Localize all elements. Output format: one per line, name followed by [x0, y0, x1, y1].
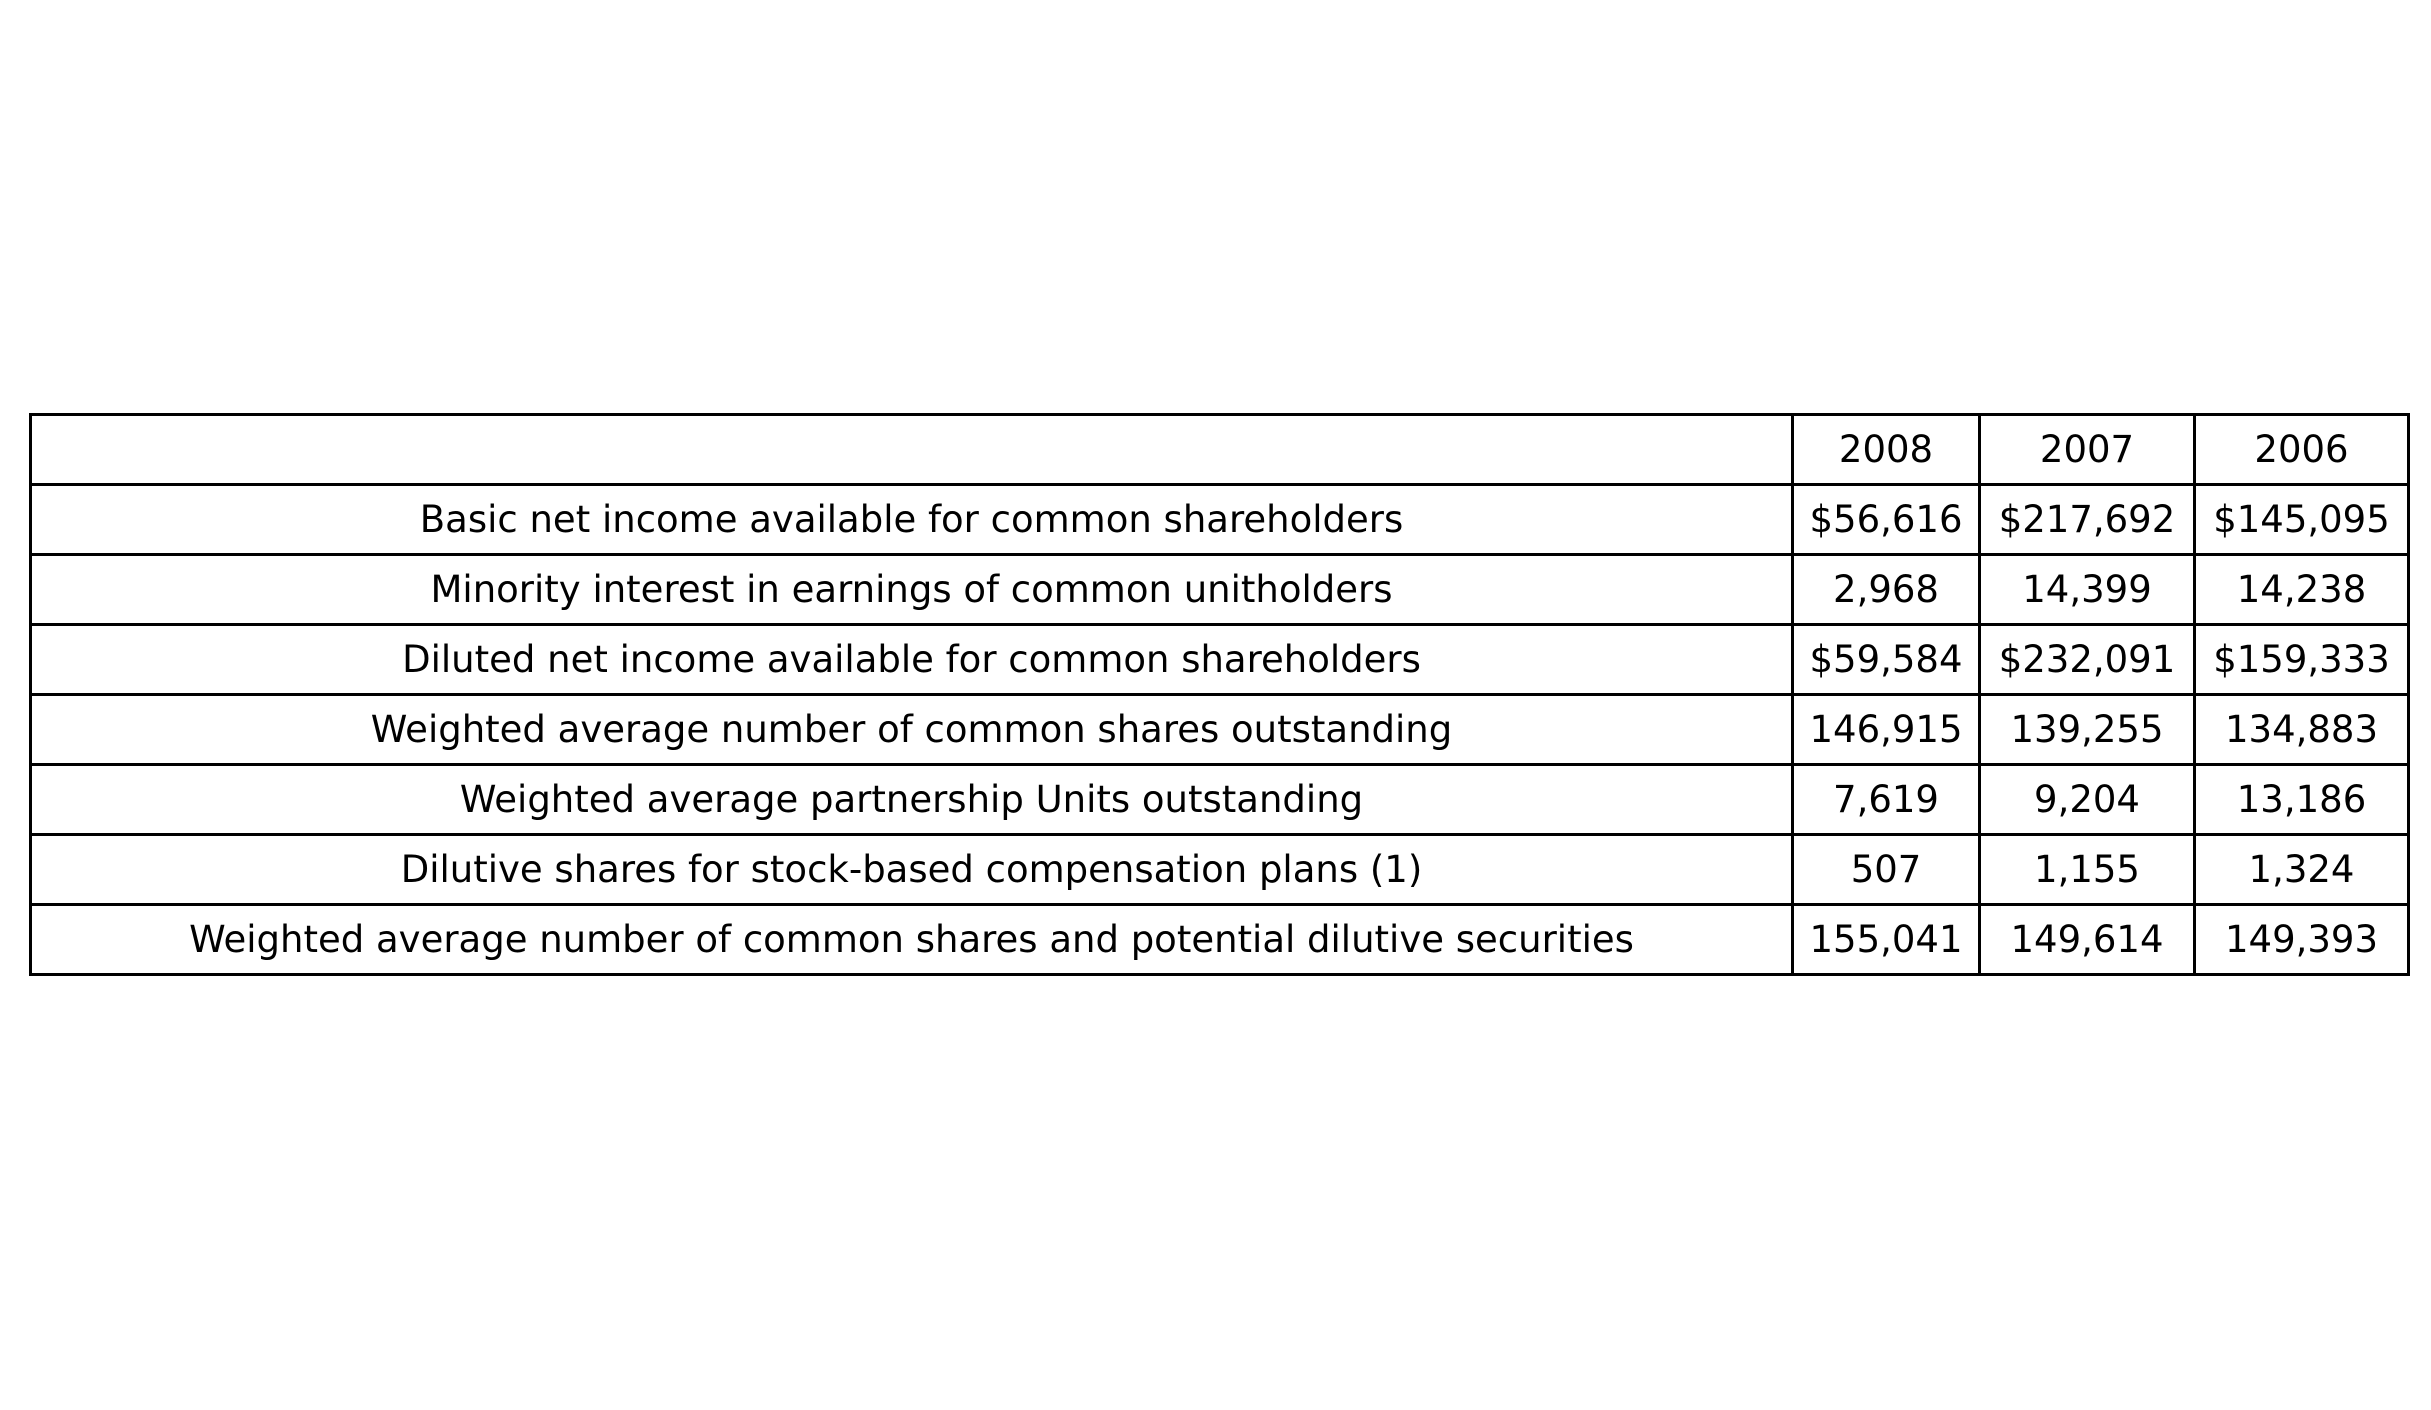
cell-2007: 14,399 [1978, 553, 2196, 626]
header-year-2008: 2008 [1791, 413, 1981, 486]
table-row: Weighted average number of common shares… [29, 903, 2410, 976]
cell-2008: 146,915 [1791, 693, 1981, 766]
table-row: Diluted net income available for common … [29, 623, 2410, 696]
cell-2006: 134,883 [2193, 693, 2410, 766]
cell-2008: $56,616 [1791, 483, 1981, 556]
table-row: Basic net income available for common sh… [29, 483, 2410, 556]
row-label: Weighted average partnership Units outst… [29, 763, 1794, 836]
cell-2007: $232,091 [1978, 623, 2196, 696]
cell-2008: 155,041 [1791, 903, 1981, 976]
row-label: Diluted net income available for common … [29, 623, 1794, 696]
cell-2006: $159,333 [2193, 623, 2410, 696]
cell-2006: 1,324 [2193, 833, 2410, 906]
cell-2008: 507 [1791, 833, 1981, 906]
row-label: Minority interest in earnings of common … [29, 553, 1794, 626]
cell-2006: $145,095 [2193, 483, 2410, 556]
cell-2006: 13,186 [2193, 763, 2410, 836]
earnings-per-share-table: 2008 2007 2006 Basic net income availabl… [29, 413, 2410, 976]
financial-table-container: 2008 2007 2006 Basic net income availabl… [29, 413, 2410, 976]
table-row: Minority interest in earnings of common … [29, 553, 2410, 626]
header-year-2006: 2006 [2193, 413, 2410, 486]
cell-2007: 149,614 [1978, 903, 2196, 976]
header-year-2007: 2007 [1978, 413, 2196, 486]
row-label: Weighted average number of common shares… [29, 693, 1794, 766]
table-row: Dilutive shares for stock-based compensa… [29, 833, 2410, 906]
cell-2007: 1,155 [1978, 833, 2196, 906]
cell-2008: 2,968 [1791, 553, 1981, 626]
cell-2006: 14,238 [2193, 553, 2410, 626]
row-label: Basic net income available for common sh… [29, 483, 1794, 556]
table-row: Weighted average partnership Units outst… [29, 763, 2410, 836]
row-label: Weighted average number of common shares… [29, 903, 1794, 976]
cell-2008: 7,619 [1791, 763, 1981, 836]
cell-2007: $217,692 [1978, 483, 2196, 556]
row-label: Dilutive shares for stock-based compensa… [29, 833, 1794, 906]
cell-2007: 9,204 [1978, 763, 2196, 836]
cell-2006: 149,393 [2193, 903, 2410, 976]
header-row: 2008 2007 2006 [29, 413, 2410, 486]
header-label-cell [29, 413, 1794, 486]
cell-2008: $59,584 [1791, 623, 1981, 696]
cell-2007: 139,255 [1978, 693, 2196, 766]
table-row: Weighted average number of common shares… [29, 693, 2410, 766]
